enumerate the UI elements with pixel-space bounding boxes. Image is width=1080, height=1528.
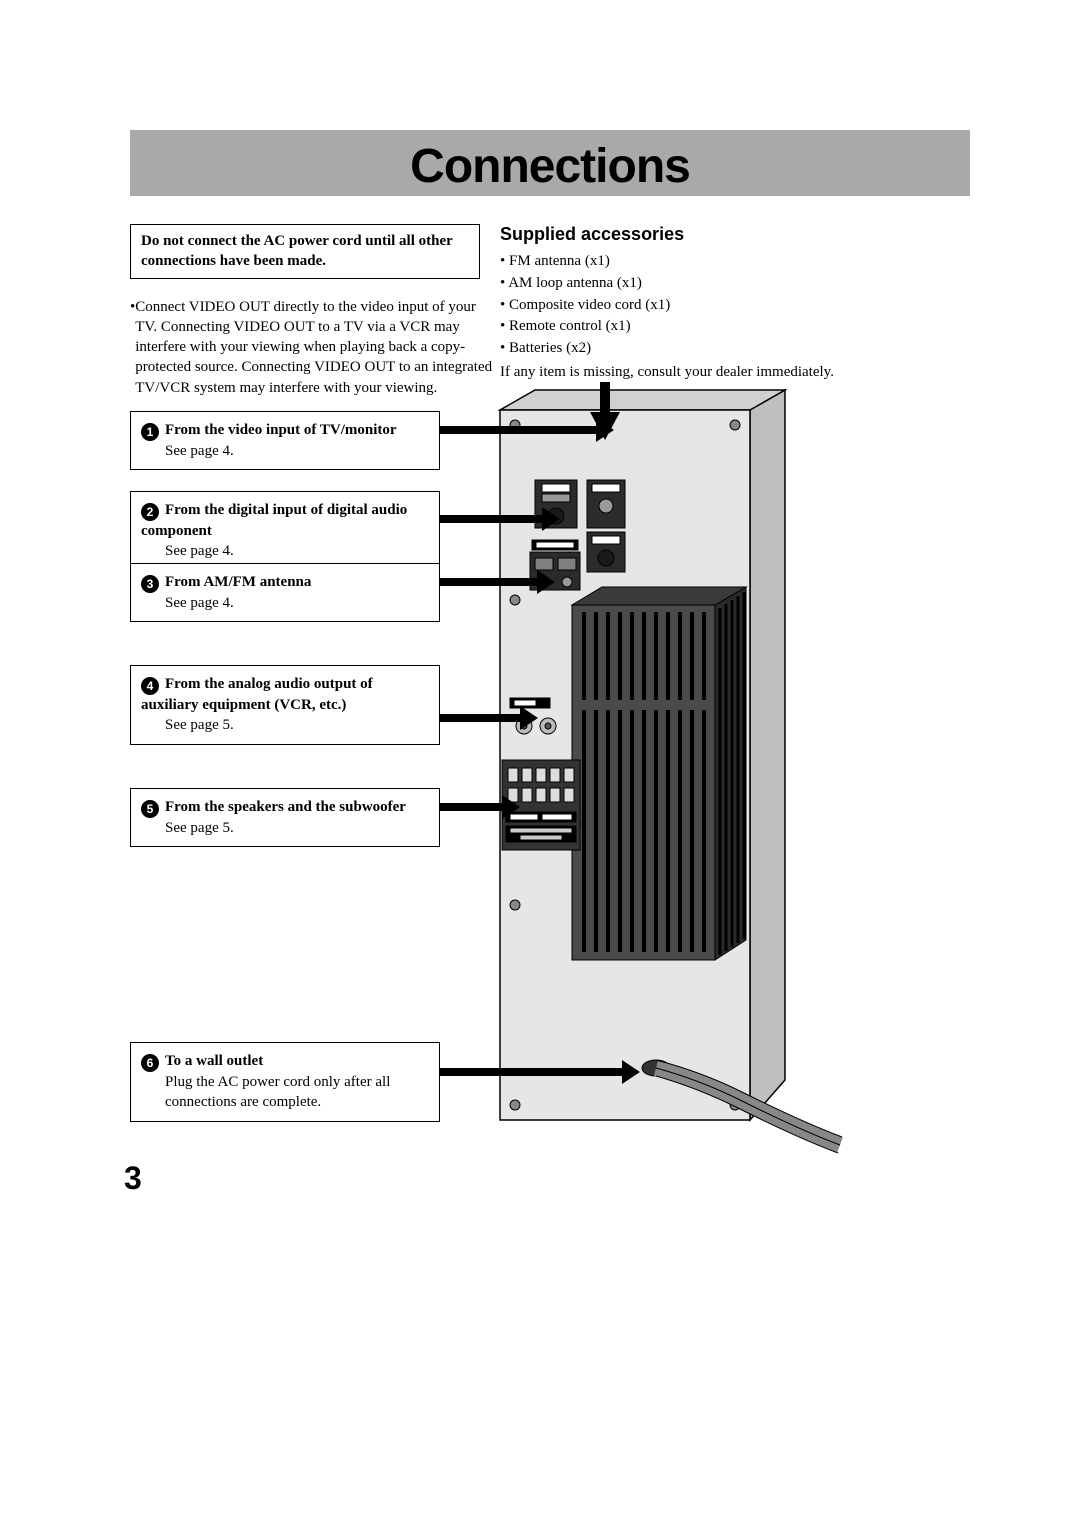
callout-number-icon: 2: [141, 503, 159, 521]
supplied-item: AM loop antenna (x1): [500, 273, 950, 295]
callout-arrow-icon: [440, 570, 555, 594]
callout-subtext: Plug the AC power cord only after all co…: [165, 1072, 429, 1113]
page-title: Connections: [410, 139, 690, 194]
callout-arrow-icon: [440, 507, 560, 531]
callout-title: To a wall outlet: [165, 1053, 263, 1069]
callout-subtext: See page 4.: [165, 441, 429, 461]
title-bar: Connections: [130, 130, 970, 196]
callout-box: 1 From the video input of TV/monitor See p…: [130, 411, 440, 470]
callout-subtext: See page 5.: [165, 715, 429, 735]
supplied-item: Batteries (x2): [500, 338, 950, 360]
callout-arrow-icon: [440, 795, 520, 819]
supplied-item: Remote control (x1): [500, 316, 950, 338]
supplied-item: FM antenna (x1): [500, 251, 950, 273]
page-number: 3: [124, 1160, 142, 1197]
callout-arrow-icon: [440, 418, 614, 442]
warning-box: Do not connect the AC power cord until a…: [130, 224, 480, 279]
callout-subtext: See page 5.: [165, 818, 429, 838]
callout-subtext: See page 4.: [165, 541, 429, 561]
callout-number-icon: 3: [141, 575, 159, 593]
callout-title: From the analog audio output of auxiliar…: [141, 676, 373, 713]
body-note: • Connect VIDEO OUT directly to the vide…: [130, 297, 500, 398]
callout-subtext: See page 4.: [165, 593, 429, 613]
supplied-item: Composite video cord (x1): [500, 295, 950, 317]
warning-text: Do not connect the AC power cord until a…: [141, 233, 453, 269]
callout-arrow-icon: [440, 1060, 640, 1084]
supplied-accessories: Supplied accessories FM antenna (x1) AM …: [500, 224, 950, 384]
callout-number-icon: 4: [141, 677, 159, 695]
callout-box: 6 To a wall outlet Plug the AC power cord …: [130, 1042, 440, 1122]
callout-title: From the video input of TV/monitor: [165, 422, 397, 438]
callout-box: 5 From the speakers and the subwoofer See …: [130, 788, 440, 847]
callout-number-icon: 1: [141, 423, 159, 441]
supplied-list: FM antenna (x1) AM loop antenna (x1) Com…: [500, 251, 950, 360]
callout-number-icon: 5: [141, 800, 159, 818]
callout-arrow-icon: [440, 706, 538, 730]
supplied-title: Supplied accessories: [500, 224, 950, 245]
callout-title: From the digital input of digital audio …: [141, 502, 407, 539]
callout-box: 3 From AM/FM antenna See page 4.: [130, 563, 440, 622]
callout-box: 4From the analog audio output of auxilia…: [130, 665, 440, 745]
body-note-text: Connect VIDEO OUT directly to the video …: [135, 297, 500, 398]
callout-number-icon: 6: [141, 1054, 159, 1072]
callout-title: From AM/FM antenna: [165, 574, 311, 590]
callout-title: From the speakers and the subwoofer: [165, 799, 406, 815]
device-diagram: [480, 380, 970, 1160]
callout-box: 2From the digital input of digital audio…: [130, 491, 440, 571]
